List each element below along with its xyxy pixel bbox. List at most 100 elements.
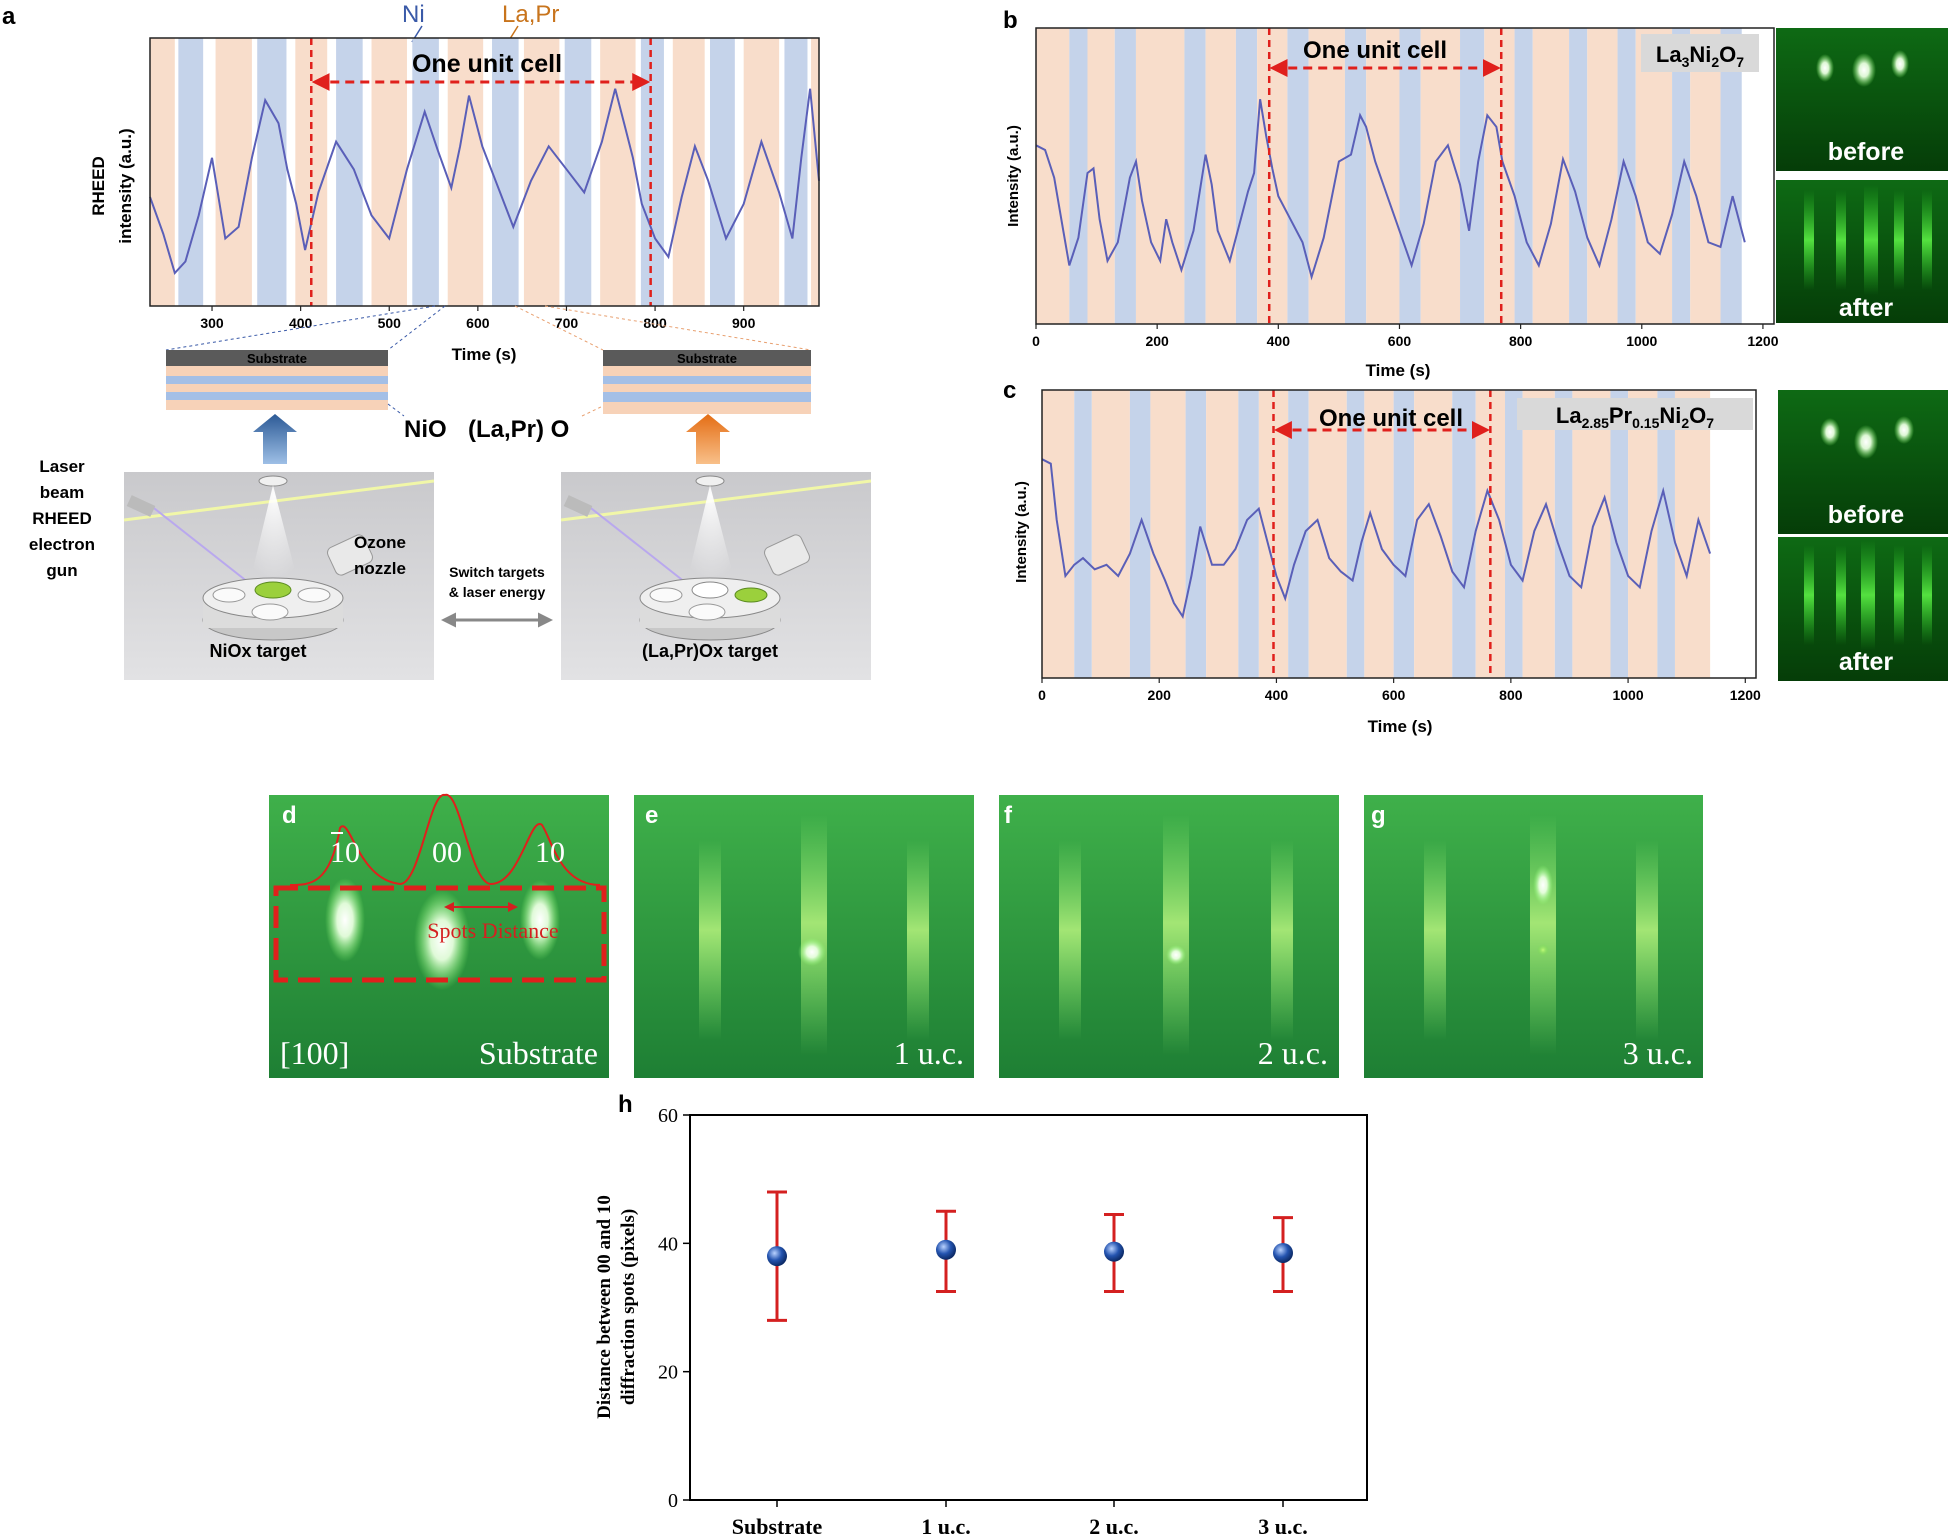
spot-bar10 [325,878,365,962]
ni-band [1346,390,1365,678]
streak [1836,545,1846,645]
zoom-connector-left [165,305,446,351]
lapr-band [523,38,560,306]
laser-label: Laser beam RHEED electron gun [29,457,95,580]
layer-lapr [166,400,388,410]
streak [1864,185,1878,295]
ni-band [1074,390,1092,678]
after-label-b: after [1839,294,1893,322]
panel-label-f: f [1004,802,1013,829]
streak [1861,540,1875,650]
rheed-before-c: before [1778,390,1948,534]
streak [1804,190,1814,290]
target-right-label: (La,Pr)Ox target [642,641,778,661]
lapr-band [1206,390,1239,678]
spot-00 [414,890,470,990]
y-tick-label: 20 [658,1362,678,1384]
layer-lapr [166,366,388,376]
data-point [1104,1241,1124,1262]
x-tick-label: 700 [555,315,579,331]
lapr-band [1628,390,1658,678]
laser-beam [149,504,259,591]
ni-band [412,38,439,306]
x-tick-label: 600 [1382,687,1406,703]
x-tick-label: 800 [643,315,667,331]
ni-band [1184,28,1206,324]
lapr-band [1091,390,1130,678]
plot-c-xlabel: Time (s) [1368,717,1433,736]
panel-label-c: c [1003,377,1016,404]
target-left-label: NiOx target [209,641,306,661]
plasma-plume [248,485,300,590]
ni-band [1460,28,1485,324]
lapr-band [1690,28,1721,324]
plot-a-xticks: 300 400 500 600 700 800 900 [200,306,756,331]
streak [1922,190,1932,290]
y-tick-label: 40 [658,1233,678,1255]
data-point [936,1239,956,1260]
spot-10-label: 10 [535,836,565,869]
lapr-band [1522,390,1555,678]
panel-d: Spots Distance d 10 00 10 [100] Substrat… [269,794,609,1078]
layer-lapr [603,402,811,414]
spot-00-label: 00 [432,836,462,869]
nio-label: NiO [404,416,447,443]
target-slot [649,587,683,603]
plot-b-trace [1035,99,1746,281]
rheed-bg [1776,28,1948,171]
x-tick-label: 1000 [1612,687,1643,703]
x-tick-label: 200 [1148,687,1172,703]
streak [801,815,827,1055]
spot [798,938,826,966]
x-tick-label: 600 [466,315,490,331]
plot-b-frame [1035,27,1775,325]
ni-band [1720,28,1742,324]
lapr-band [811,38,819,306]
caption-f: 2 u.c. [1258,1035,1328,1071]
layer-lapr [603,384,811,392]
data-point [1273,1242,1293,1263]
spot-bar10-label: 10 [330,836,360,869]
spot [1537,944,1549,956]
ni-band [1514,28,1533,324]
spot [1820,418,1840,446]
lapr-band [1087,28,1115,324]
y-tick-label: 0 [668,1490,678,1512]
spot [1852,53,1876,87]
streak [1922,545,1932,645]
ni-band [710,38,735,306]
x-tick-label: 800 [1509,333,1533,349]
laser-label-line: RHEED [32,509,92,528]
lapr-band [1150,390,1186,678]
ni-band [1610,390,1629,678]
plot-c-ylabel: Intensity (a.u.) [1013,481,1030,583]
rheed-after-c: after [1778,537,1948,681]
ozone-label-2: nozzle [354,559,406,578]
x-tick-label: Substrate [732,1514,823,1537]
lapr-band [1674,390,1711,678]
panel-b: b 0 200 400 600 800 1000 1200 One unit cell La… [1003,7,1948,380]
streak [1894,190,1904,290]
ozone-nozzle [327,534,373,576]
integration-box [273,885,607,983]
lapro-pointer [581,405,604,417]
legend-lapr: La,Pr [502,1,559,28]
ni-band [1399,28,1421,324]
lapr-band [447,38,484,306]
panel-f: f 2 u.c. [999,795,1339,1078]
ni-band [1114,28,1136,324]
ni-band [1504,390,1523,678]
ozone-label-1: Ozone [354,533,406,552]
ni-band [1069,28,1088,324]
lapr-band [1635,28,1673,324]
ni-band [336,38,363,306]
lapr-band [215,38,252,306]
streak [1424,840,1446,1040]
substrate-holder [695,475,725,487]
lapr-band [1587,28,1618,324]
ni-band [1554,390,1573,678]
target-slot [212,587,246,603]
x-tick-label: 3 u.c. [1258,1514,1308,1537]
ni-band [1288,390,1309,678]
spot [1891,50,1909,78]
